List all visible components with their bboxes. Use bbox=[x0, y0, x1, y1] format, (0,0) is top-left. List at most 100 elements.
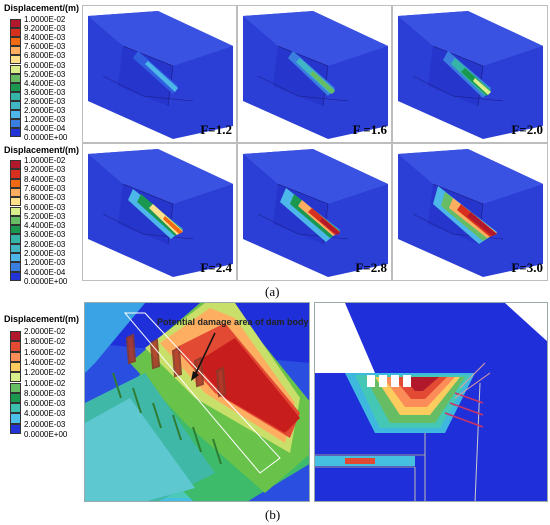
legend-swatch bbox=[10, 253, 21, 263]
legend-swatch bbox=[10, 160, 21, 170]
legend-tick-label: 6.8000E-03 bbox=[24, 193, 66, 203]
legend-mid: Displacement/(m) 1.0000E-02 9.2000E-03 8.4… bbox=[2, 145, 82, 286]
legend-tick-label: 6.0000E-03 bbox=[24, 202, 66, 212]
legend-tick-label: 6.8000E-03 bbox=[24, 51, 66, 61]
contour-plot bbox=[85, 303, 309, 501]
legend-tick-label: 7.6000E-03 bbox=[24, 42, 66, 52]
legend-tick-label: 0.0000E+00 bbox=[24, 430, 68, 439]
factor-label: F =1.6 bbox=[352, 122, 387, 137]
panel-f30: F=3.0 bbox=[392, 143, 548, 281]
factor-label: F=2.4 bbox=[200, 260, 232, 275]
legend-tick-label: 4.0000E-03 bbox=[24, 409, 66, 419]
legend-swatch bbox=[10, 271, 21, 281]
legend-tick-label: 8.4000E-03 bbox=[24, 33, 66, 43]
legend-tick-label: 8.4000E-03 bbox=[24, 174, 66, 184]
legend-swatch bbox=[10, 197, 21, 207]
legend-tick-label: 0.0000E+00 bbox=[24, 133, 68, 143]
legend-swatch bbox=[10, 341, 21, 352]
legend-swatch bbox=[10, 372, 21, 383]
legend-swatch bbox=[10, 119, 21, 129]
legend-tick-label: 1.0000E-02 bbox=[24, 15, 66, 24]
legend-swatch bbox=[10, 351, 21, 362]
panel-f24: F=2.4 bbox=[82, 143, 237, 281]
panel-f20: F=2.0 bbox=[392, 5, 548, 143]
legend-swatch bbox=[10, 73, 21, 83]
legend-swatch bbox=[10, 28, 21, 38]
legend-swatch bbox=[10, 243, 21, 253]
contour-plot bbox=[315, 303, 547, 501]
legend-tick-label: 6.0000E-03 bbox=[24, 399, 66, 409]
legend-top: Displacement/(m) 1.0000E-02 9.2000E-03 8.4… bbox=[2, 3, 82, 142]
legend-swatch bbox=[10, 100, 21, 110]
legend-tick-label: 1.2000E-03 bbox=[24, 115, 66, 125]
contour-section-view bbox=[314, 302, 548, 502]
legend-swatch bbox=[10, 82, 21, 92]
legend-swatch bbox=[10, 206, 21, 216]
factor-label: F=2.0 bbox=[511, 122, 543, 137]
legend-tick-label: 3.6000E-03 bbox=[24, 87, 66, 97]
legend-swatch bbox=[10, 215, 21, 226]
legend-swatch bbox=[10, 19, 21, 29]
caption-a: (a) bbox=[265, 284, 280, 299]
legend-swatch bbox=[10, 169, 21, 179]
legend-swatch bbox=[10, 225, 21, 235]
legend-tick-label: 1.2000E-02 bbox=[24, 368, 66, 378]
legend-swatch bbox=[10, 361, 21, 373]
legend-swatch bbox=[10, 423, 21, 434]
legend-swatch bbox=[10, 55, 21, 65]
legend-swatch bbox=[10, 331, 21, 342]
legend-tick-label: 2.0000E-03 bbox=[24, 106, 66, 115]
legend-swatch bbox=[10, 64, 21, 74]
panel-f28: F=2.8 bbox=[237, 143, 392, 281]
legend-tick-label: 5.2000E-03 bbox=[24, 211, 66, 221]
legend-tick-label: 4.0000E-04 bbox=[24, 267, 66, 277]
panel-f16: F =1.6 bbox=[237, 5, 392, 143]
legend-bottom: Displacement/(m) 2.0000E-02 1.8000E-02 1.6… bbox=[2, 314, 82, 439]
legend-tick-label: 2.0000E-02 bbox=[24, 327, 66, 336]
legend-tick-label: 1.0000E-02 bbox=[24, 156, 66, 165]
legend-tick-label: 1.6000E-02 bbox=[24, 347, 66, 357]
legend-title: Displacement/(m) bbox=[4, 3, 80, 13]
legend-swatch bbox=[10, 413, 21, 424]
legend-tick-label: 1.2000E-03 bbox=[24, 258, 66, 268]
legend-swatch bbox=[10, 91, 21, 101]
legend-swatch bbox=[10, 382, 21, 393]
legend-tick-label: 2.8000E-03 bbox=[24, 96, 66, 106]
legend-tick-label: 1.4000E-02 bbox=[24, 357, 66, 367]
legend-swatch bbox=[10, 128, 21, 138]
legend-tick-label: 5.2000E-03 bbox=[24, 69, 66, 79]
legend-swatch bbox=[10, 392, 21, 404]
legend-tick-label: 1.0000E-02 bbox=[24, 378, 66, 388]
legend-tick-label: 4.4000E-03 bbox=[24, 221, 66, 231]
caption-b: (b) bbox=[265, 507, 281, 522]
legend-tick-label: 4.4000E-03 bbox=[24, 78, 66, 88]
factor-label: F=3.0 bbox=[511, 260, 543, 275]
factor-label: F=2.8 bbox=[355, 260, 387, 275]
legend-swatch bbox=[10, 178, 21, 188]
legend-swatch bbox=[10, 403, 21, 414]
legend-swatch bbox=[10, 262, 21, 272]
contour-slope-view: Potential damage area of dam body bbox=[84, 302, 310, 502]
legend-swatch bbox=[10, 37, 21, 47]
legend-swatch bbox=[10, 46, 21, 56]
factor-label: F=1.2 bbox=[200, 122, 232, 137]
legend-tick-label: 8.0000E-03 bbox=[24, 388, 66, 398]
panel-f12: F=1.2 bbox=[82, 5, 237, 143]
legend-tick-label: 7.6000E-03 bbox=[24, 183, 66, 193]
legend-swatch bbox=[10, 110, 21, 120]
legend-tick-label: 2.0000E-03 bbox=[24, 249, 66, 258]
legend-title: Displacement/(m) bbox=[4, 314, 80, 324]
legend-tick-label: 2.0000E-03 bbox=[24, 419, 66, 429]
legend-tick-label: 9.2000E-03 bbox=[24, 24, 66, 34]
damage-area-annotation: Potential damage area of dam body bbox=[157, 317, 309, 327]
legend-swatch bbox=[10, 187, 21, 198]
legend-tick-label: 2.8000E-03 bbox=[24, 239, 66, 249]
legend-tick-label: 4.0000E-04 bbox=[24, 124, 66, 134]
legend-tick-label: 3.6000E-03 bbox=[24, 230, 66, 240]
legend-tick-label: 9.2000E-03 bbox=[24, 165, 66, 175]
legend-swatch bbox=[10, 234, 21, 244]
legend-tick-label: 6.0000E-03 bbox=[24, 60, 66, 70]
legend-tick-label: 1.8000E-02 bbox=[24, 337, 66, 347]
legend-tick-label: 0.0000E+00 bbox=[24, 276, 68, 286]
legend-title: Displacement/(m) bbox=[4, 145, 80, 155]
